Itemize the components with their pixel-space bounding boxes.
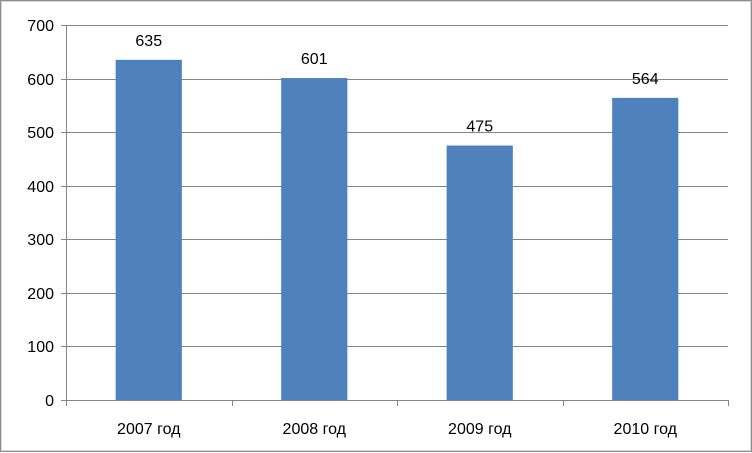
- data-label: 601: [301, 51, 328, 68]
- data-label: 475: [466, 119, 493, 136]
- data-labels: 635 601 475 564: [135, 33, 658, 136]
- x-category-label: 2010 год: [614, 421, 678, 438]
- data-label: 635: [135, 33, 162, 50]
- y-tick-label: 500: [27, 125, 54, 142]
- bar: [446, 145, 513, 400]
- y-tick-label: 200: [27, 286, 54, 303]
- axes: [66, 25, 729, 406]
- x-category-label: 2008 год: [283, 421, 347, 438]
- y-tick-label: 0: [45, 393, 54, 410]
- y-axis-ticks: 0 100 200 300 400 500 600 700: [27, 18, 66, 410]
- bar: [115, 59, 182, 400]
- bar: [612, 97, 679, 400]
- y-tick-label: 300: [27, 232, 54, 249]
- y-tick-label: 100: [27, 339, 54, 356]
- y-tick-label: 600: [27, 72, 54, 89]
- bars: [115, 59, 679, 401]
- y-tick-label: 700: [27, 18, 54, 35]
- data-label: 564: [632, 71, 659, 88]
- bar: [281, 78, 348, 401]
- x-category-label: 2009 год: [448, 421, 512, 438]
- x-category-label: 2007 год: [117, 421, 181, 438]
- x-axis-categories: 2007 год 2008 год 2009 год 2010 год: [117, 421, 678, 438]
- y-tick-label: 400: [27, 179, 54, 196]
